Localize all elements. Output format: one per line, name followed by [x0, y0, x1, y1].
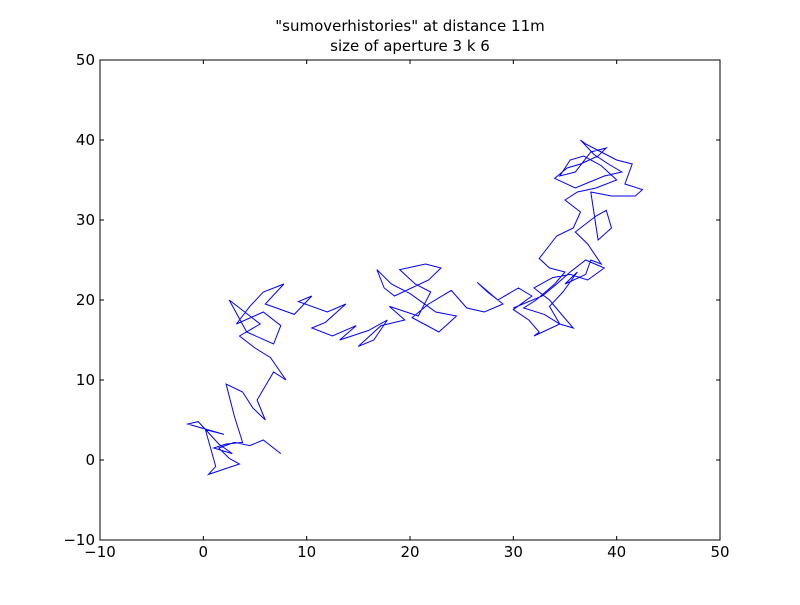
y-tick-label-5: 40: [76, 131, 95, 149]
x-tick-label-5: 40: [607, 543, 626, 561]
y-tick-label-6: 50: [76, 51, 95, 69]
y-tick-label-1: 0: [85, 451, 95, 469]
x-tick-label-1: 0: [199, 543, 209, 561]
plot-frame: [99, 59, 721, 541]
ticks-layer: −10 0 10 20 30 40 50 −10 0 10 20 30 40 50: [63, 51, 729, 561]
series-layer: [185, 139, 644, 476]
y-tick-label-3: 20: [76, 291, 95, 309]
y-tick-label-2: 10: [76, 371, 95, 389]
x-tick-label-3: 20: [400, 543, 419, 561]
series-line-0: [185, 139, 644, 476]
chart-subtitle: size of aperture 3 k 6: [330, 37, 490, 55]
chart-title: "sumoverhistories" at distance 11m: [275, 17, 544, 35]
y-tick-label-0: −10: [63, 531, 95, 549]
x-tick-label-0: −10: [84, 543, 116, 561]
x-tick-label-2: 10: [297, 543, 316, 561]
y-tick-label-4: 30: [76, 211, 95, 229]
x-tick-label-6: 50: [710, 543, 729, 561]
x-tick-label-4: 30: [504, 543, 523, 561]
